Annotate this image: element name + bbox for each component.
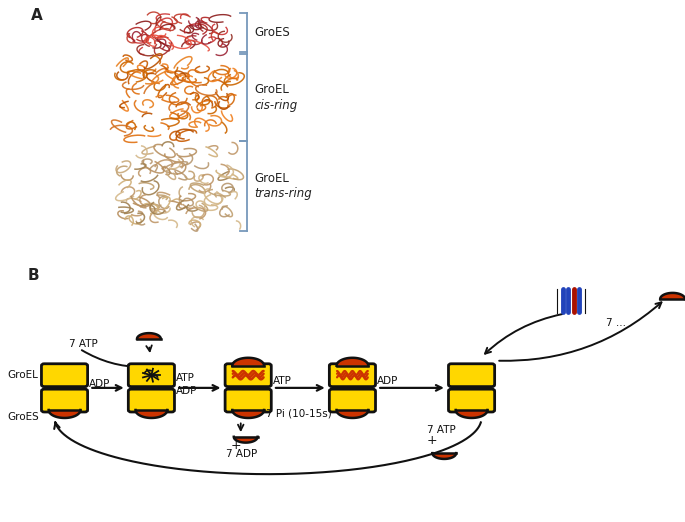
Text: B: B — [27, 268, 39, 283]
Text: ATP: ATP — [176, 373, 195, 383]
FancyBboxPatch shape — [128, 364, 175, 387]
Text: GroES: GroES — [254, 26, 290, 39]
Polygon shape — [234, 437, 258, 443]
Text: ADP: ADP — [176, 386, 197, 396]
Text: GroES: GroES — [8, 412, 39, 422]
Text: GroEL: GroEL — [254, 83, 289, 96]
Polygon shape — [456, 410, 488, 418]
Text: ATP: ATP — [273, 376, 292, 386]
Polygon shape — [232, 410, 264, 418]
FancyBboxPatch shape — [42, 364, 88, 387]
FancyBboxPatch shape — [128, 389, 175, 412]
FancyBboxPatch shape — [449, 389, 495, 412]
Text: 7 Pi (10-15s): 7 Pi (10-15s) — [266, 409, 332, 419]
Polygon shape — [660, 293, 685, 299]
FancyBboxPatch shape — [329, 389, 375, 412]
FancyBboxPatch shape — [449, 364, 495, 387]
Text: 7 ATP: 7 ATP — [427, 424, 456, 434]
Polygon shape — [432, 453, 456, 459]
Polygon shape — [232, 358, 264, 366]
Polygon shape — [336, 410, 369, 418]
Text: +: + — [231, 440, 241, 453]
FancyBboxPatch shape — [329, 364, 375, 387]
Text: trans-ring: trans-ring — [254, 187, 312, 200]
Text: cis-ring: cis-ring — [254, 99, 297, 112]
Text: GroEL: GroEL — [8, 370, 38, 380]
Text: 7 ...: 7 ... — [606, 318, 625, 328]
FancyBboxPatch shape — [42, 389, 88, 412]
Polygon shape — [136, 410, 167, 418]
Polygon shape — [336, 358, 369, 366]
Polygon shape — [49, 410, 80, 418]
Text: 7 ATP: 7 ATP — [69, 339, 98, 349]
Text: A: A — [31, 8, 42, 23]
Text: ADP: ADP — [89, 378, 111, 388]
FancyBboxPatch shape — [225, 389, 271, 412]
FancyBboxPatch shape — [225, 364, 271, 387]
Text: ADP: ADP — [377, 376, 399, 386]
Text: GroEL: GroEL — [254, 172, 289, 185]
Polygon shape — [137, 333, 161, 339]
Text: +: + — [427, 434, 438, 447]
Text: 7 ADP: 7 ADP — [226, 449, 257, 459]
